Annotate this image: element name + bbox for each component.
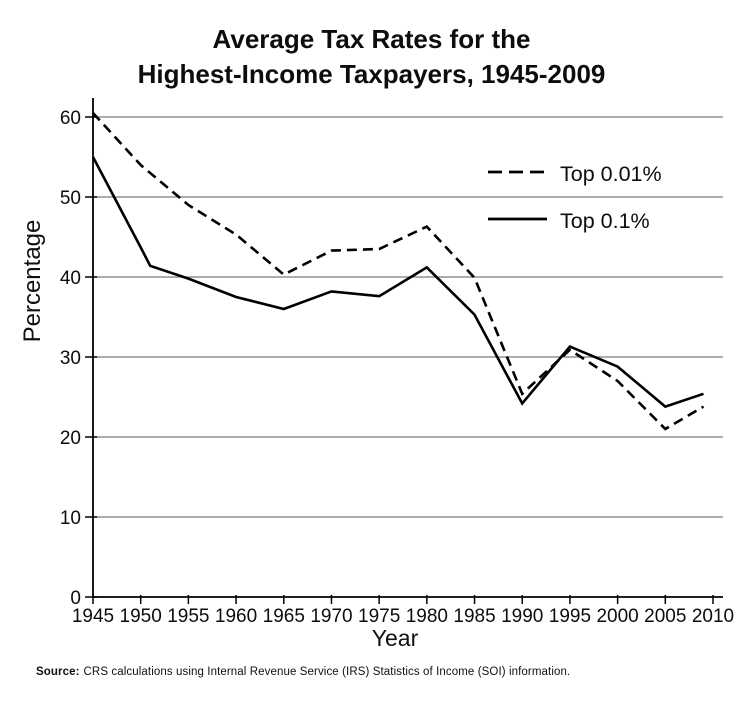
legend-label-top-001-percent: Top 0.01%	[560, 162, 662, 186]
y-tick-label-0: 0	[70, 588, 81, 609]
y-tick-label-50: 50	[60, 188, 81, 209]
x-tick-label-1995: 1995	[549, 606, 591, 627]
x-tick-label-1990: 1990	[501, 606, 543, 627]
chart-title-line2: Highest-Income Taxpayers, 1945-2009	[137, 59, 606, 89]
x-axis-title: Year	[371, 625, 419, 651]
x-tick-label-1950: 1950	[120, 606, 162, 627]
x-tick-label-1945: 1945	[72, 606, 114, 627]
x-tick-label-2010: 2010	[692, 606, 734, 627]
source-label: Source:	[36, 666, 80, 678]
x-tick-label-1955: 1955	[167, 606, 209, 627]
source-note: Source: CRS calculations using Internal R…	[36, 666, 726, 678]
x-tick-label-2000: 2000	[596, 606, 638, 627]
y-axis-title: Percentage	[19, 219, 46, 343]
tax-rates-line-chart: 1945 1950 1955 1960 1965 1970 1975 1980 1985 1990…	[60, 98, 734, 627]
x-tick-label-1985: 1985	[453, 606, 495, 627]
x-tick-label-1965: 1965	[263, 606, 305, 627]
y-tick-label-10: 10	[60, 508, 81, 529]
x-tick-label-1970: 1970	[310, 606, 352, 627]
series-line-top-01-percent	[91, 156, 704, 409]
y-tick-label-30: 30	[60, 348, 81, 369]
y-tick-label-40: 40	[60, 268, 81, 289]
x-tick-label-1960: 1960	[215, 606, 257, 627]
y-tick-label-20: 20	[60, 428, 81, 449]
legend-label-top-01-percent: Top 0.1%	[560, 209, 650, 233]
series-line-top-001-percent	[92, 112, 705, 431]
x-tick-label-2005: 2005	[644, 606, 686, 627]
chart-title: Average Tax Rates for the Highest-Income…	[0, 22, 743, 92]
source-text: CRS calculations using Internal Revenue …	[83, 666, 571, 678]
x-tick-label-1980: 1980	[406, 606, 448, 627]
x-tick-label-1975: 1975	[358, 606, 400, 627]
chart-title-line1: Average Tax Rates for the	[212, 24, 531, 54]
y-tick-label-60: 60	[60, 108, 81, 129]
